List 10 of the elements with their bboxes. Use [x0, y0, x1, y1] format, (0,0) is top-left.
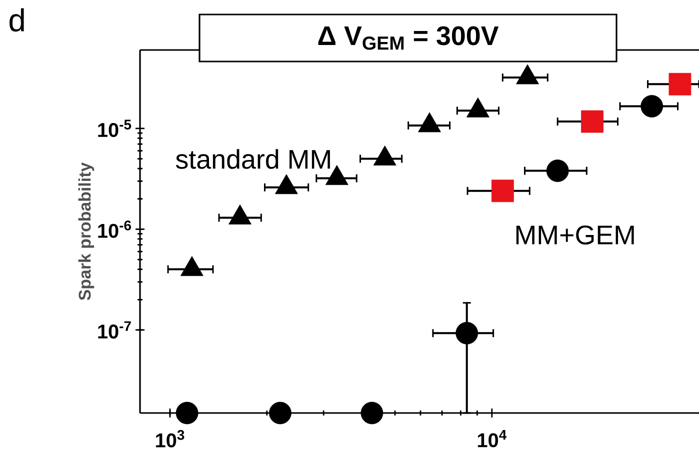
y-axis-title: Spark probability — [78, 162, 94, 300]
y-tick-label: 10$^{-5}$ — [98, 120, 132, 138]
y-tick-label: 10$^{-7}$ — [98, 321, 131, 339]
annotation: standard MM — [176, 149, 330, 169]
y-tick-label: 10$^{-6}$ — [98, 220, 131, 238]
x-tick-label: 10$^{3}$ — [156, 430, 184, 448]
chart-title: Δ V$_{GEM}$ = 300V — [318, 26, 499, 50]
annotation: MM+GEM — [516, 225, 634, 245]
text: d — [10, 8, 24, 32]
x-tick-label: 10$^{4}$ — [478, 430, 507, 448]
